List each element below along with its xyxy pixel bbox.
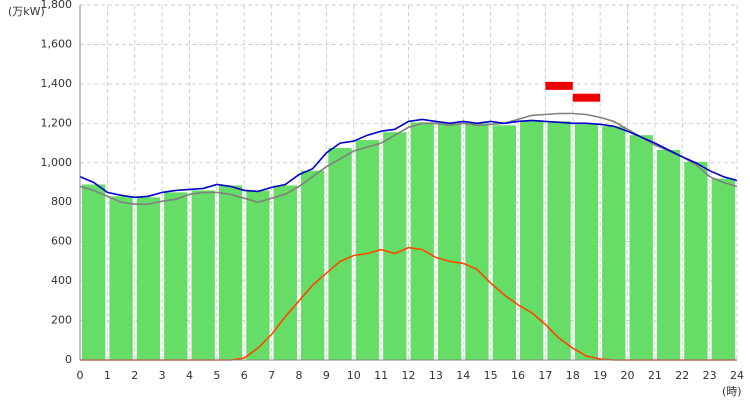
y-tick-label: 1,800 (41, 0, 73, 11)
bar (383, 132, 407, 360)
bar (574, 124, 599, 360)
x-tick-label: 19 (593, 369, 607, 382)
x-tick-label: 0 (77, 369, 84, 382)
bar (465, 123, 489, 360)
bar (355, 140, 380, 360)
bar (191, 190, 215, 360)
x-tick-label: 15 (484, 369, 498, 382)
x-tick-label: 6 (241, 369, 248, 382)
x-tick-label: 17 (538, 369, 552, 382)
bar (547, 121, 571, 360)
bar (328, 147, 352, 360)
x-tick-label: 2 (131, 369, 138, 382)
peak-marker (545, 81, 573, 90)
x-tick-label: 4 (186, 369, 193, 382)
x-tick-label: 21 (648, 369, 662, 382)
y-tick-label: 200 (51, 314, 72, 327)
y-tick-label: 400 (51, 274, 72, 287)
y-tick-label: 1,200 (41, 116, 73, 129)
x-tick-label: 12 (402, 369, 416, 382)
x-tick-label: 9 (323, 369, 330, 382)
x-tick-label: 7 (268, 369, 275, 382)
bar (82, 184, 106, 360)
x-axis-label: (時) (722, 385, 742, 398)
bar (301, 170, 325, 360)
bar (520, 120, 544, 360)
x-tick-label: 16 (511, 369, 525, 382)
x-tick-label: 1 (104, 369, 111, 382)
x-tick-label: 20 (621, 369, 635, 382)
x-tick-label: 11 (374, 369, 388, 382)
bar (684, 161, 708, 360)
bar (246, 190, 270, 360)
x-tick-label: 22 (675, 369, 689, 382)
bar (602, 126, 626, 361)
x-tick-label: 10 (347, 369, 361, 382)
bar (164, 192, 188, 360)
y-tick-label: 600 (51, 235, 72, 248)
y-tick-label: 1,000 (41, 156, 73, 169)
line (79, 112, 738, 205)
bar (273, 185, 297, 360)
line (79, 118, 738, 199)
bar (410, 122, 434, 360)
x-tick-label: 23 (703, 369, 717, 382)
x-tick-label: 3 (159, 369, 166, 382)
x-tick-label: 18 (566, 369, 580, 382)
bar (711, 178, 735, 360)
y-tick-label: 1,600 (41, 37, 73, 50)
y-axis-label: (万kW) (8, 5, 45, 18)
bar (492, 125, 516, 360)
bar (109, 196, 133, 360)
y-tick-label: 800 (51, 195, 72, 208)
x-tick-label: 5 (213, 369, 220, 382)
y-tick-label: 1,400 (41, 77, 73, 90)
bar (656, 149, 681, 360)
bar (437, 123, 462, 360)
peak-marker (572, 93, 601, 102)
bar (218, 185, 243, 360)
bar (136, 197, 161, 360)
x-tick-label: 13 (429, 369, 443, 382)
bar (629, 135, 653, 360)
y-tick-label: 0 (65, 353, 72, 366)
x-tick-label: 14 (456, 369, 470, 382)
x-tick-label: 8 (296, 369, 303, 382)
x-tick-label: 24 (730, 369, 744, 382)
